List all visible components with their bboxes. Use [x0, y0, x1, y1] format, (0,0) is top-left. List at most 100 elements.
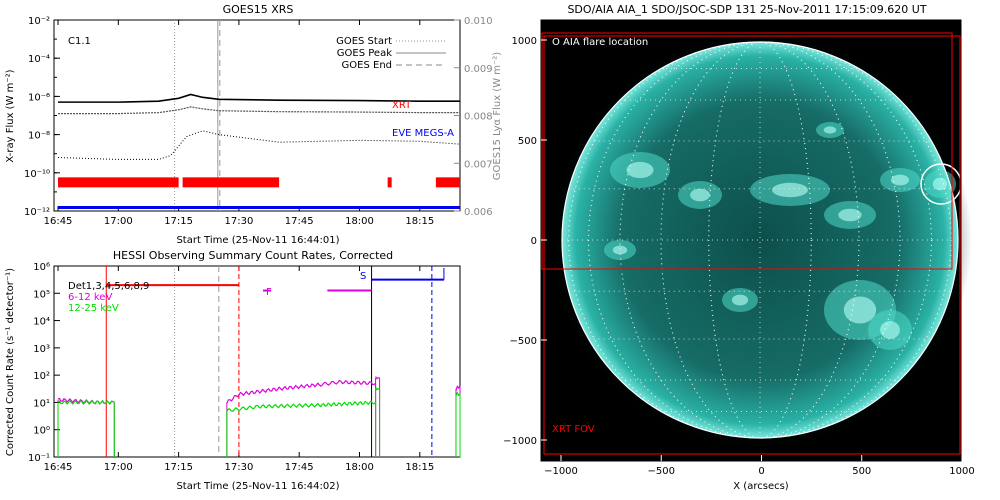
- hessi-y-axis: 10⁶ 10⁵ 10⁴ 10³ 10² 10¹ 10⁰ 10⁻¹: [28, 262, 60, 464]
- goes-y-axis-right: 0.010 0.009 0.008 0.007 0.006: [454, 16, 493, 218]
- goes-ylabel: X-ray Flux (W m⁻²): [5, 69, 16, 162]
- hessi-title: HESSI Observing Summary Count Rates, Cor…: [113, 249, 393, 262]
- aia-panel: SDO/AIA AIA_1 SDO/JSOC-SDP 131 25-Nov-20…: [503, 3, 975, 492]
- goes-panel: GOES15 XRS 16:45 17:00 17:15 17:30 17:45 18:0…: [5, 3, 503, 246]
- xrt-coverage-bar: [387, 177, 392, 188]
- aia-title: SDO/AIA AIA_1 SDO/JSOC-SDP 131 25-Nov-20…: [567, 3, 926, 16]
- legend-detectors: Det1,3,4,5,6,8,9: [68, 281, 149, 292]
- hessi-y-tick-label: 10⁵: [33, 289, 50, 300]
- hessi-count-rate-line: [455, 391, 461, 397]
- flare-location-label: O AIA flare location: [552, 37, 648, 48]
- hessi-x-axis: 16:45 17:00 17:15 17:30 17:45 18:00 18:15: [44, 266, 434, 473]
- active-region-core: [612, 245, 628, 255]
- active-region-core: [731, 294, 749, 306]
- goes-ylabel-right: GOES15 Lyα Flux (W m⁻²): [492, 52, 503, 180]
- goes-y-tick-label: 10⁻⁶: [28, 92, 50, 103]
- hessi-frame: [53, 265, 461, 458]
- goes-y-tick-label: 10⁻⁴: [28, 54, 50, 65]
- hessi-x-tick-label: 17:45: [285, 462, 314, 473]
- active-region-core: [843, 296, 877, 324]
- active-region-core: [880, 321, 900, 339]
- hessi-xlabel: Start Time (25-Nov-11 16:44:02): [176, 481, 339, 492]
- flag-s-label: S: [360, 271, 366, 282]
- goes-x-tick-label: 18:00: [345, 216, 374, 227]
- goes-y-tick-label: 10⁻⁸: [28, 131, 50, 142]
- goes-x-tick-label: 18:15: [405, 216, 434, 227]
- goes-x-tick-label: 17:45: [285, 216, 314, 227]
- goes-x-tick-label: 16:45: [44, 216, 73, 227]
- eve-coverage-bar: [58, 206, 460, 209]
- hessi-x-tick-label: 17:30: [224, 462, 253, 473]
- xrt-fov-box: [543, 35, 961, 455]
- sun-active-regions: [604, 122, 956, 350]
- aia-x-tick-label: 0: [758, 466, 764, 477]
- aia-x-axis: −1000 −500 0 500 1000: [544, 455, 975, 477]
- legend-goes-peak: GOES Peak: [337, 48, 392, 59]
- aia-y-tick-label: 500: [518, 136, 537, 147]
- hessi-y-tick-label: 10²: [33, 371, 50, 382]
- hessi-panel: HESSI Observing Summary Count Rates, Cor…: [5, 249, 461, 492]
- legend-goes-start: GOES Start: [336, 36, 392, 47]
- active-region-core: [838, 208, 862, 222]
- aia-x-tick-label: −1000: [544, 466, 578, 477]
- hessi-legend: Det1,3,4,5,6,8,9 6-12 keV 12-25 keV: [68, 281, 149, 314]
- goes-right-tick-label: 0.006: [464, 207, 493, 218]
- hessi-y-tick-label: 10¹: [33, 398, 50, 409]
- hessi-x-tick-label: 18:00: [345, 462, 374, 473]
- hessi-ylabel: Corrected Count Rate (s⁻¹ detector⁻¹): [5, 268, 16, 456]
- hessi-count-rate-line: [455, 385, 461, 391]
- active-region-core: [891, 174, 909, 186]
- goes-right-tick-label: 0.010: [464, 16, 493, 27]
- active-region-core: [626, 161, 654, 179]
- eve-annotation: EVE MEGS-A: [392, 128, 454, 139]
- aia-y-tick-label: 0: [531, 236, 537, 247]
- legend-goes-end: GOES End: [342, 60, 392, 71]
- legend-6-12kev: 6-12 keV: [68, 292, 112, 303]
- hessi-count-rate-line: [57, 399, 115, 406]
- hessi-count-rate-line: [375, 387, 380, 391]
- goes-series-line: [58, 130, 461, 160]
- goes-legend: GOES Start GOES Peak GOES End: [336, 36, 446, 71]
- goes-y-tick-label: 10⁻²: [28, 16, 50, 27]
- hessi-y-tick-label: 10⁰: [33, 426, 50, 437]
- xrt-coverage-bar: [435, 177, 460, 188]
- hessi-y-tick-label: 10⁶: [33, 262, 50, 273]
- goes-x-tick-label: 17:15: [164, 216, 193, 227]
- heliographic-grid: [562, 41, 958, 439]
- xrt-annotation: XRT: [392, 100, 412, 111]
- aia-y-axis: 1000 500 0 −500 −1000: [503, 36, 547, 447]
- xrt-coverage-bar: [182, 177, 280, 188]
- fov-box-upper: [541, 32, 953, 270]
- aia-x-tick-label: 1000: [949, 466, 974, 477]
- goes-right-tick-label: 0.007: [464, 159, 493, 170]
- flag-f-label: F: [266, 287, 272, 298]
- active-region-core: [690, 188, 710, 202]
- hessi-x-tick-label: 17:00: [104, 462, 133, 473]
- longitude-line: [660, 41, 860, 439]
- aia-x-tick-label: −500: [648, 466, 675, 477]
- longitude-line: [619, 41, 901, 439]
- goes-y-axis: 10⁻² 10⁻⁴ 10⁻⁶ 10⁻⁸ 10⁻¹⁰ 10⁻¹²: [24, 16, 60, 218]
- sun-disk: [562, 42, 958, 438]
- active-region-core: [772, 182, 808, 198]
- hessi-x-tick-label: 16:45: [44, 462, 73, 473]
- goes-title: GOES15 XRS: [223, 3, 294, 16]
- hessi-x-tick-label: 18:15: [405, 462, 434, 473]
- goes-series-line: [58, 106, 460, 115]
- xrt-coverage-bar: [58, 177, 179, 188]
- goes-right-tick-label: 0.008: [464, 112, 493, 123]
- goes-y-tick-label: 10⁻¹²: [24, 207, 50, 218]
- hessi-count-rate-line: [375, 376, 380, 380]
- goes-x-tick-label: 17:30: [224, 216, 253, 227]
- hessi-count-rate-line: [226, 400, 376, 412]
- hessi-x-tick-label: 17:15: [164, 462, 193, 473]
- solar-limb: [561, 41, 959, 439]
- goes-xlabel: Start Time (25-Nov-11 16:44:01): [176, 235, 339, 246]
- hessi-y-tick-label: 10⁻¹: [28, 453, 50, 464]
- aia-x-tick-label: 500: [852, 466, 871, 477]
- goes-x-tick-label: 17:00: [104, 216, 133, 227]
- active-region-core: [823, 126, 837, 134]
- active-region-core: [932, 177, 948, 191]
- hessi-y-tick-label: 10³: [33, 344, 50, 355]
